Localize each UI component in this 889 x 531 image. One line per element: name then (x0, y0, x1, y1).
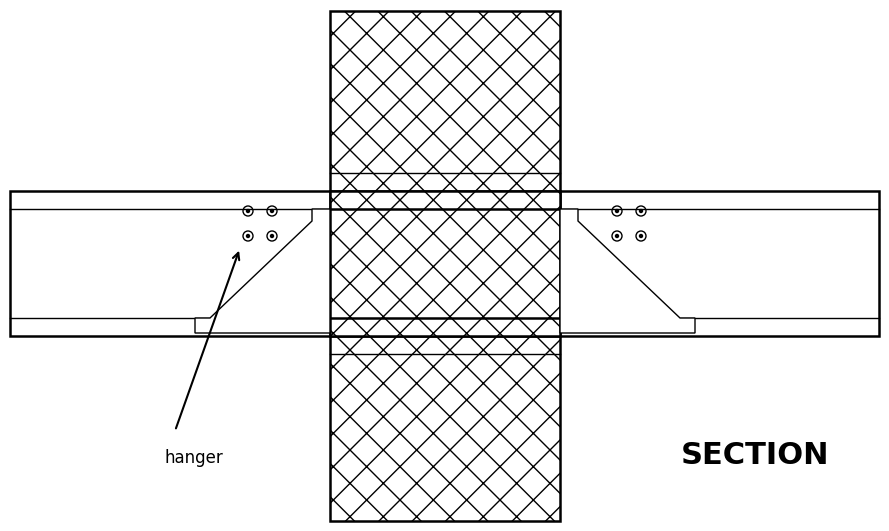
Text: hanger: hanger (165, 449, 224, 467)
Polygon shape (560, 221, 695, 333)
Bar (560, 191, 879, 336)
Circle shape (246, 235, 250, 237)
Bar (330, 336, 560, 521)
Circle shape (615, 210, 619, 212)
Circle shape (639, 210, 643, 212)
Polygon shape (560, 209, 695, 333)
Circle shape (615, 235, 619, 237)
Circle shape (246, 210, 250, 212)
Text: SECTION: SECTION (681, 441, 829, 470)
Polygon shape (195, 209, 330, 333)
Circle shape (270, 235, 274, 237)
Circle shape (270, 210, 274, 212)
Bar (330, 191, 560, 336)
Bar (10, 191, 330, 336)
Circle shape (639, 235, 643, 237)
Bar (330, 11, 560, 191)
Polygon shape (195, 221, 330, 333)
